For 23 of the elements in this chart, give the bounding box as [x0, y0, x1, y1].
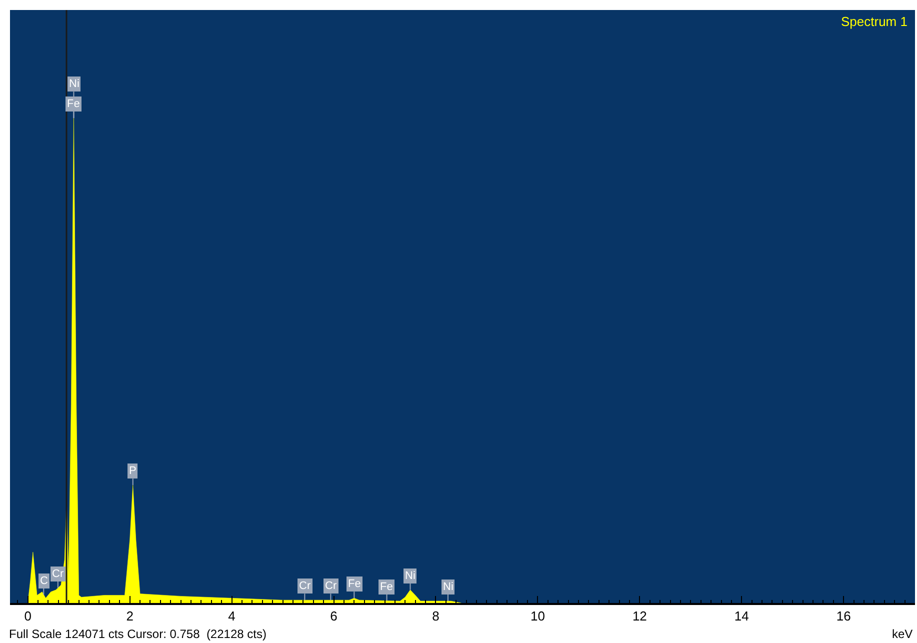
annotation: C: [40, 575, 48, 587]
annotation: Ni: [405, 570, 416, 582]
x-tick-label: 4: [228, 608, 236, 624]
annotation: Fe: [380, 581, 393, 593]
x-tick-label: 14: [734, 608, 749, 624]
annotation: Fe: [67, 98, 80, 110]
annotation: Cr: [52, 568, 64, 580]
annotation: Cr: [325, 580, 337, 592]
x-tick-label: 8: [432, 608, 440, 624]
x-tick-label: 10: [530, 608, 545, 624]
annotation: P: [129, 465, 136, 477]
x-tick-label: 12: [632, 608, 647, 624]
x-axis-title: keV: [892, 627, 913, 641]
annotation: Cr: [299, 580, 311, 592]
x-tick-label: 2: [126, 608, 134, 624]
annotation: Fe: [348, 578, 361, 590]
text: Full Scale 124071 cts Cursor: 0.758 (22128 cts): [9, 627, 266, 641]
text: Spectrum 1: [841, 14, 908, 29]
annotation: Ni: [69, 78, 80, 90]
x-tick-label: 6: [330, 608, 338, 624]
annotation: Ni: [443, 581, 454, 593]
x-tick-label: 0: [24, 608, 32, 624]
x-tick-label: 16: [836, 608, 851, 624]
